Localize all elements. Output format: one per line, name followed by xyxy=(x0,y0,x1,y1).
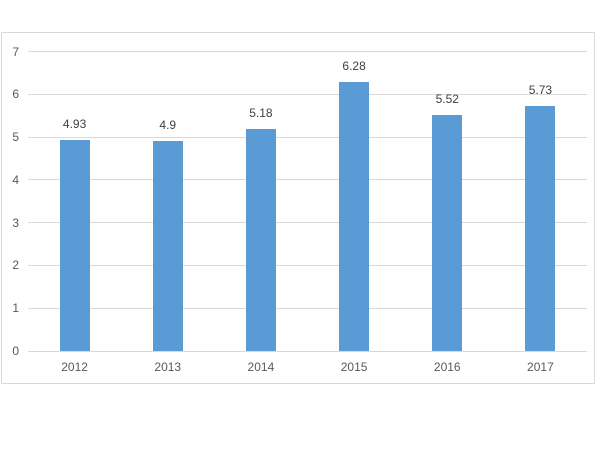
x-tick-label-2017: 2017 xyxy=(527,360,554,374)
data-label-2012: 4.93 xyxy=(62,117,87,132)
bar-2014 xyxy=(245,129,276,351)
gridline-7 xyxy=(28,51,587,52)
y-tick-label: 7 xyxy=(12,44,19,59)
gridline-2 xyxy=(28,264,587,266)
data-label-2014: 5.18 xyxy=(249,106,273,121)
gridline-4 xyxy=(28,179,587,181)
chart-frame xyxy=(1,32,595,384)
y-tick-label: 6 xyxy=(12,87,19,102)
gridline-6 xyxy=(28,93,587,95)
y-tick-label: 0 xyxy=(12,344,19,358)
bar-2013 xyxy=(152,141,183,351)
bar-2015 xyxy=(339,82,370,351)
x-tick-label-2016: 2016 xyxy=(433,360,461,374)
x-tick-label-2015: 2015 xyxy=(340,360,368,374)
y-tick-label: 1 xyxy=(12,301,19,316)
bar-2016 xyxy=(432,114,463,351)
bar-2012 xyxy=(59,140,90,351)
y-tick-label: 3 xyxy=(12,215,19,230)
gridline-1 xyxy=(28,307,587,309)
y-tick-label: 4 xyxy=(12,172,19,187)
data-label-2013: 4.9 xyxy=(159,118,177,133)
data-label-2016: 5.52 xyxy=(435,91,459,106)
y-tick-label: 5 xyxy=(12,130,19,145)
x-tick-label-2012: 2012 xyxy=(61,360,88,374)
bar-2017 xyxy=(525,105,556,351)
x-tick-label-2014: 2014 xyxy=(247,360,275,374)
x-tick-label-2013: 2013 xyxy=(154,360,182,374)
y-tick-label: 2 xyxy=(12,258,19,273)
gridline-3 xyxy=(28,222,587,224)
gridline-5 xyxy=(28,136,587,138)
data-label-2015: 6.28 xyxy=(342,59,366,74)
gridline-0 xyxy=(28,350,587,352)
data-label-2017: 5.73 xyxy=(528,82,553,97)
